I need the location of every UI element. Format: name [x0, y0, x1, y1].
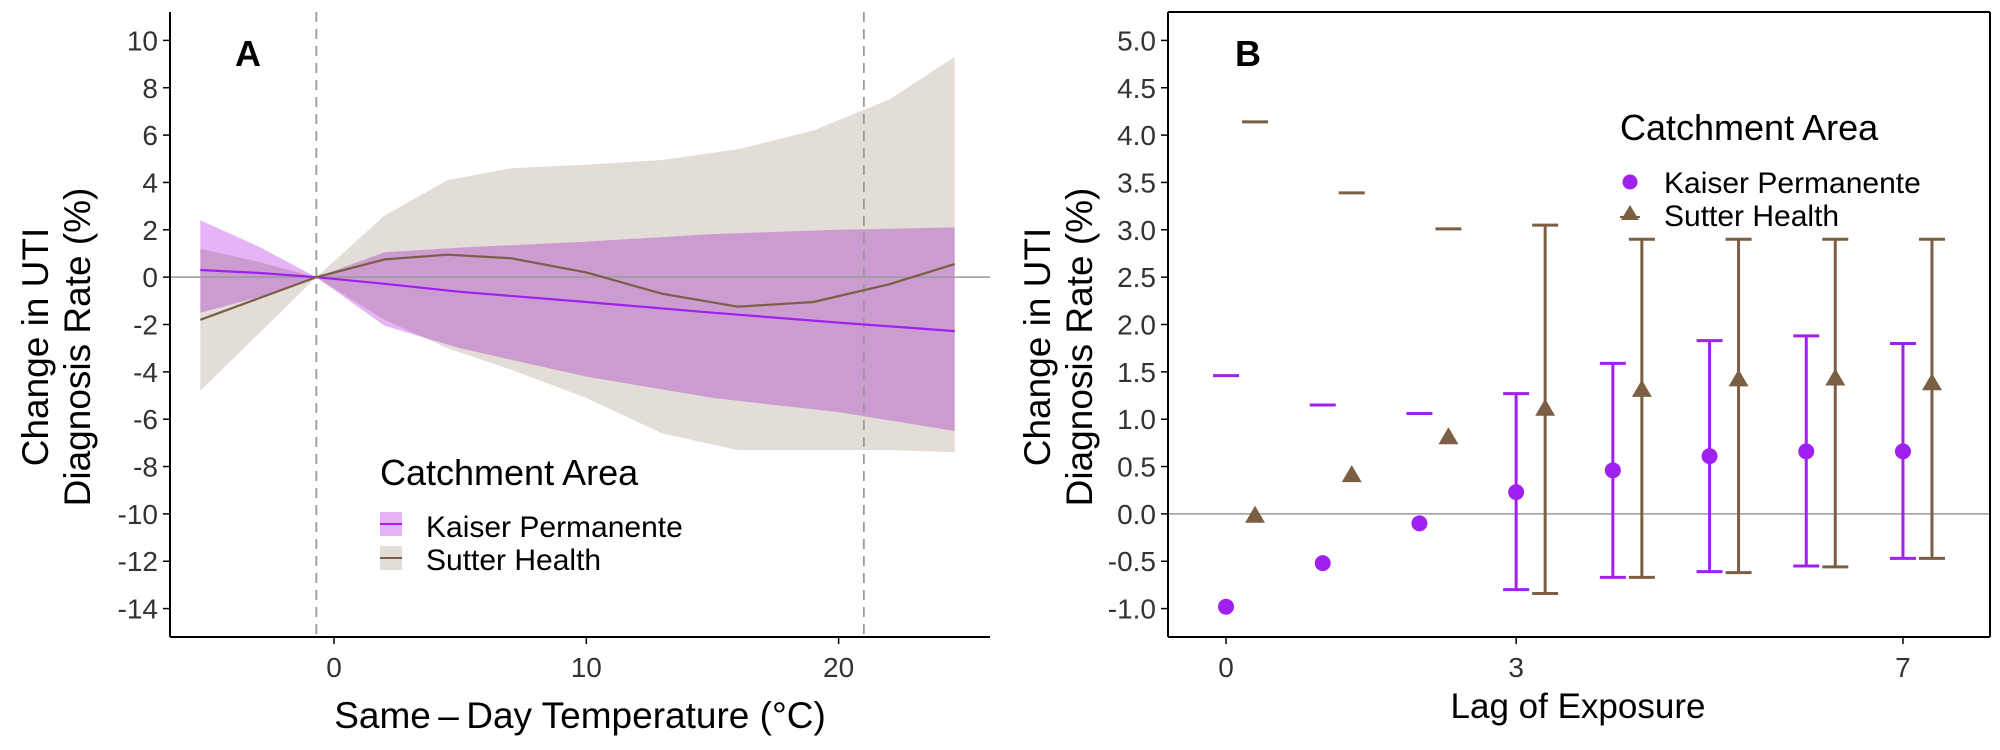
legend-item-sutter-health: Sutter Health — [426, 544, 601, 577]
point-sutter-health-lag-6 — [1825, 368, 1846, 386]
point-sutter-health-lag-7 — [1921, 373, 1942, 391]
y-tick-label--12: -12 — [118, 546, 158, 577]
panel-b-y-axis-title: Change in UTI Diagnosis Rate (%) — [1017, 188, 1100, 507]
y-tick-label--10: -10 — [118, 499, 158, 530]
y-tick-label--0-5: -0.5 — [1108, 546, 1156, 577]
panel-a-legend-title: Catchment Area — [380, 452, 639, 493]
point-kaiser-permanente-lag-6 — [1798, 443, 1815, 460]
point-kaiser-permanente-lag-2 — [1411, 515, 1428, 532]
legend-item-kaiser-permanente: Kaiser Permanente — [426, 511, 683, 544]
x-tick-label-3: 3 — [1508, 652, 1524, 683]
panel-b-label: B — [1235, 33, 1261, 74]
y-tick-label-4-5: 4.5 — [1117, 73, 1156, 104]
x-tick-label-20: 20 — [823, 652, 854, 683]
y-tick-label--2: -2 — [133, 310, 158, 341]
y-tick-label-0-5: 0.5 — [1117, 452, 1156, 483]
x-tick-label-7: 7 — [1895, 652, 1911, 683]
y-tick-label-8: 8 — [142, 73, 158, 104]
point-sutter-health-lag-5 — [1728, 369, 1749, 387]
y-tick-label-10: 10 — [127, 25, 158, 56]
point-kaiser-permanente-lag-1 — [1314, 555, 1331, 572]
panel-a-series-lines — [199, 253, 956, 333]
point-kaiser-permanente-lag-5 — [1701, 448, 1718, 465]
point-sutter-health-lag-4 — [1631, 379, 1652, 397]
y-tick-label--1: -1.0 — [1108, 594, 1156, 625]
point-kaiser-permanente-lag-7 — [1894, 443, 1911, 460]
series-line-kaiser-permanente — [200, 268, 955, 333]
y-tick-label--4: -4 — [133, 357, 158, 388]
y-tick-label-3-5: 3.5 — [1117, 167, 1156, 198]
y-tick-label-3: 3.0 — [1117, 215, 1156, 246]
panel-b-axes: 5.0 4.5 4.0 3.5 3.0 2.5 2.0 1.5 1.0 0.5 0.0 -0.5 -1.… — [1108, 11, 1991, 683]
legend-item-sutter-health: Sutter Health — [1664, 200, 1839, 233]
confidence-band-kaiser-permanente — [200, 220, 955, 431]
y-tick-label-1-5: 1.5 — [1117, 357, 1156, 388]
panel-b-x-axis-title: Lag of Exposure — [1451, 687, 1706, 726]
series-line-sutter-health — [199, 253, 956, 321]
panel-b-legend-title: Catchment Area — [1620, 107, 1879, 148]
y-tick-label-4: 4.0 — [1117, 120, 1156, 151]
legend-key-kaiser-circle — [1622, 174, 1638, 190]
panel-a-label: A — [235, 33, 261, 74]
x-tick-label-0: 0 — [1218, 652, 1234, 683]
y-tick-label-4: 4 — [142, 167, 158, 198]
y-tick-label-5: 5.0 — [1117, 25, 1156, 56]
panel-b-y-axis-title-line1: Change in UTI — [1017, 228, 1058, 467]
y-tick-label--6: -6 — [133, 404, 158, 435]
y-tick-label-2: 2 — [142, 215, 158, 246]
point-kaiser-permanente-lag-0 — [1218, 598, 1235, 615]
legend-item-kaiser-permanente: Kaiser Permanente — [1664, 167, 1921, 200]
y-tick-label--14: -14 — [118, 594, 158, 625]
panel-b-y-axis-title-line2: Diagnosis Rate (%) — [1059, 188, 1100, 507]
y-tick-label-6: 6 — [142, 120, 158, 151]
y-tick-label-0: 0.0 — [1117, 499, 1156, 530]
panel-a-y-axis-title-line1: Change in UTI — [15, 228, 56, 467]
y-tick-label-2-5: 2.5 — [1117, 262, 1156, 293]
panel-b: 5.0 4.5 4.0 3.5 3.0 2.5 2.0 1.5 1.0 0.5 0.0 -0.5 -1.… — [1017, 11, 1991, 726]
panel-a-confidence-bands — [200, 57, 955, 453]
panel-a-legend: Catchment Area Kaiser Permanente Sutter … — [380, 452, 683, 577]
x-tick-label-0: 0 — [326, 652, 342, 683]
y-tick-label--8: -8 — [133, 452, 158, 483]
point-sutter-health-lag-3 — [1535, 398, 1556, 416]
y-tick-label-2: 2.0 — [1117, 310, 1156, 341]
panel-b-legend: Catchment Area Kaiser Permanente Sutter … — [1620, 107, 1921, 233]
panel-a-y-axis-title: Change in UTI Diagnosis Rate (%) — [15, 188, 98, 507]
point-sutter-health-lag-1 — [1341, 465, 1362, 483]
panel-a-y-axis-title-line2: Diagnosis Rate (%) — [57, 188, 98, 507]
point-sutter-health-lag-0 — [1245, 505, 1266, 523]
panel-b-points — [1218, 368, 1942, 615]
y-tick-label-1: 1.0 — [1117, 404, 1156, 435]
panel-a-x-axis-title: Same – Day Temperature (°C) — [334, 695, 826, 736]
x-tick-label-10: 10 — [571, 652, 602, 683]
point-sutter-health-lag-2 — [1438, 427, 1459, 445]
point-kaiser-permanente-lag-4 — [1604, 462, 1621, 479]
y-tick-label-0: 0 — [142, 262, 158, 293]
point-kaiser-permanente-lag-3 — [1508, 484, 1525, 501]
